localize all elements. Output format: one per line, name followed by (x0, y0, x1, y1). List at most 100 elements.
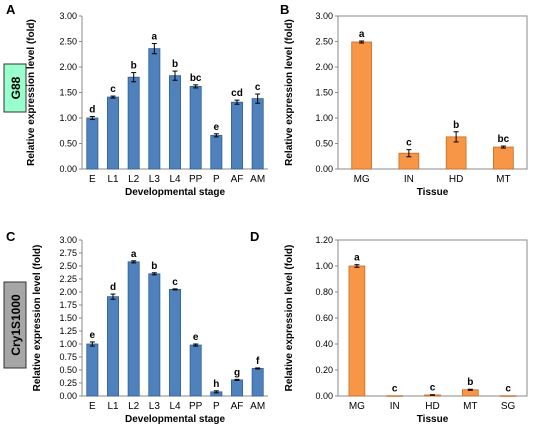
panel-b-ytick-label: 3.00 (315, 11, 333, 21)
panel-c-ytick-label: 0.25 (59, 378, 77, 388)
panel-d-bar-mg (348, 265, 366, 397)
panel-d-ytick-label: 1.20 (315, 235, 333, 245)
panel-c-bar-af (231, 379, 243, 397)
panel-c-ylabel: Relative expression level (fold) (32, 245, 43, 392)
panel-a-xtick-label: AM (250, 174, 265, 185)
panel-d-ylabel: Relative expression level (fold) (284, 245, 295, 392)
panel-d-frame (337, 239, 528, 397)
panel-d-xtick-label: MT (463, 401, 477, 412)
panel-a-sig-label: c (255, 82, 261, 93)
panel-a-ylabel: Relative expression level (fold) (26, 19, 37, 166)
panel-a-ytick-label: 0.00 (59, 164, 77, 174)
panel-a-sig-label: d (89, 104, 95, 115)
panel-c-sig-label: e (193, 332, 199, 343)
panel-a-ytick-label: 0.50 (59, 139, 77, 149)
panel-a-sig-label: c (110, 84, 116, 95)
gene-label-cry1s1000: Cry1S1000 (3, 281, 27, 369)
panel-c-xtick-label: P (213, 401, 220, 412)
panel-c-ytick-label: 2.50 (59, 261, 77, 271)
panel-c-ytick-label: 0.50 (59, 365, 77, 375)
panel-c-ytick-label: 0.75 (59, 352, 77, 362)
panel-c-bar-e (86, 343, 99, 397)
panel-c-xtick-label: L4 (169, 401, 181, 412)
panel-d-xtick-label: IN (390, 401, 400, 412)
panel-b-sig-label: b (453, 120, 459, 131)
panel-a-xtick-label: AF (231, 174, 244, 185)
panel-c-chart: C 0.00 0.25 0.50 0.75 1.00 1.25 1.50 1.75 2.00 2.2… (6, 229, 268, 425)
panel-c-xtick-label: L3 (149, 401, 161, 412)
panel-c-ytick-label: 0.00 (59, 391, 77, 401)
panel-c-letter: C (6, 229, 16, 244)
panel-c-xtick-label: L1 (107, 401, 119, 412)
panel-a-bar-e (86, 117, 99, 170)
panel-c-xtick-label: L2 (128, 401, 140, 412)
gene-label-g88: G88 (3, 63, 27, 113)
panel-c-xtick-label: E (89, 401, 96, 412)
panel-c-sig-label: a (131, 249, 137, 260)
panel-b-xtick-label: IN (404, 174, 414, 185)
panel-c-xtick-label: PP (189, 401, 203, 412)
panel-a-sig-label: bc (190, 73, 202, 84)
panel-d-chart: D 0.00 0.20 0.40 0.60 0.80 1.00 1.20 Relative ex… (250, 229, 528, 425)
panel-a-bar-p (210, 134, 223, 170)
panel-c-sig-label: g (234, 367, 240, 378)
panel-c-ytick-label: 1.50 (59, 313, 77, 323)
panel-d-ytick-label: 0.20 (315, 365, 333, 375)
panel-c-bar-pp (189, 344, 202, 397)
panel-b-xtick-label: MT (496, 174, 510, 185)
panel-a-sig-label: e (214, 122, 220, 133)
panel-d-bar-sg (499, 395, 517, 397)
panel-c-ytick-label: 1.25 (59, 326, 77, 336)
panel-b-chart: B 0.00 0.50 1.00 1.50 2.00 2.50 3.00 Relative ex… (280, 2, 528, 198)
panel-d-xtick-label: SG (501, 401, 516, 412)
panel-b-xlabel: Tissue (417, 187, 449, 198)
panel-b-xtick-label: HD (449, 174, 463, 185)
panel-a-ytick-label: 3.00 (59, 11, 77, 21)
panel-a-xtick-label: PP (189, 174, 203, 185)
panel-b-xtick-label: MG (354, 174, 370, 185)
panel-c-ytick-label: 1.00 (59, 339, 77, 349)
panel-d-xlabel: Tissue (417, 414, 449, 425)
panel-a-bar-af (231, 101, 243, 170)
panel-c-xtick-label: AM (250, 401, 265, 412)
panel-b-ylabel: Relative expression level (fold) (284, 19, 295, 166)
panel-c-xtick-label: AF (231, 401, 244, 412)
panel-d-ytick-label: 0.80 (315, 287, 333, 297)
panel-a-bar-l2 (127, 76, 140, 170)
svg-text:G88: G88 (9, 76, 23, 99)
panel-c-bar-l1 (107, 296, 119, 397)
panel-c-ytick-label: 2.75 (59, 248, 77, 258)
panel-d-ytick-label: 0.00 (315, 391, 333, 401)
panel-d-letter: D (250, 229, 259, 244)
panel-a-xtick-label: L2 (128, 174, 140, 185)
panel-a-sig-label: cd (231, 88, 243, 99)
panel-b-ytick-label: 1.00 (315, 113, 333, 123)
panel-a-xtick-label: P (213, 174, 220, 185)
panel-b-sig-label: c (406, 138, 412, 149)
panel-c-sig-label: f (256, 356, 260, 367)
panel-a-bar-l4 (169, 75, 181, 170)
panel-d-ytick-label: 1.00 (315, 261, 333, 271)
panel-c-sig-label: b (151, 261, 157, 272)
panel-d-xtick-label: MG (349, 401, 365, 412)
panel-a-ytick-label: 2.00 (59, 62, 77, 72)
panel-c-ytick-label: 3.00 (59, 235, 77, 245)
panel-d-sig-label: c (430, 383, 436, 394)
panel-c-bar-am (251, 368, 264, 397)
panel-d-sig-label: b (467, 377, 473, 388)
panel-d-xtick-label: HD (425, 401, 439, 412)
panel-c-bar-l2 (127, 261, 140, 397)
panel-b-ytick-label: 2.50 (315, 37, 333, 47)
panel-b-bar-mt (493, 146, 514, 170)
panel-d-ytick-label: 0.60 (315, 313, 333, 323)
svg-text:Cry1S1000: Cry1S1000 (9, 294, 23, 356)
panel-b-bar-mg (351, 41, 372, 170)
panel-c-ytick-label: 2.25 (59, 274, 77, 284)
panel-a-xtick-label: E (89, 174, 96, 185)
panel-b-ytick-label: 1.50 (315, 88, 333, 98)
panel-a-bar-am (251, 98, 264, 170)
panel-a-xtick-label: L4 (169, 174, 181, 185)
panel-a-bar-l1 (107, 96, 119, 170)
panel-a-ytick-label: 2.50 (59, 37, 77, 47)
